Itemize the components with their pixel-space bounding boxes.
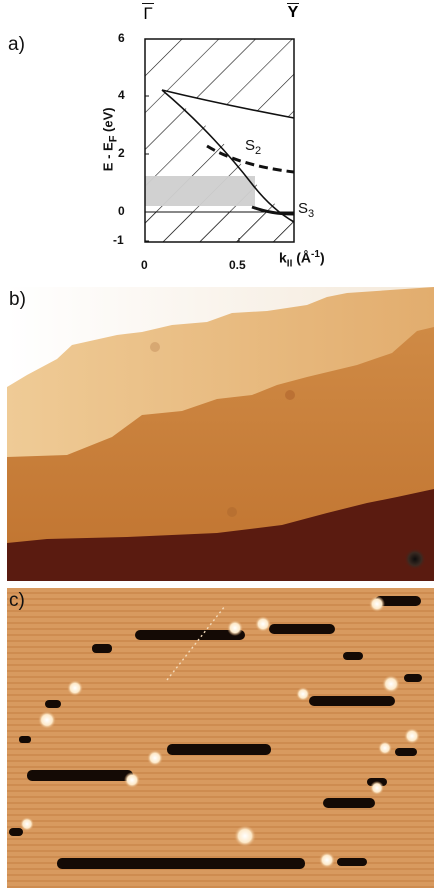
bright-feature: [378, 741, 392, 755]
y-tick-2: 2: [118, 146, 125, 160]
bright-feature: [370, 781, 384, 795]
dark-row: [404, 674, 422, 682]
x-axis-label-unit: (Å: [292, 249, 312, 266]
gray-energy-band: [145, 176, 255, 206]
bright-adatoms: [20, 596, 420, 868]
s3-main: S: [298, 200, 309, 217]
vacancy-rows: [9, 596, 422, 869]
top-right-symmetry-point: Y: [283, 0, 303, 22]
y-axis-label-main: E - E: [100, 142, 116, 172]
panel-c-stm-derivative: c): [7, 588, 434, 888]
dark-row: [395, 748, 417, 756]
y-tick-6: 6: [118, 31, 125, 45]
gamma-label: Γ: [143, 4, 153, 23]
state-label-s3: S3: [298, 200, 314, 220]
y-point-label: Y: [287, 4, 299, 21]
scan-streak: [166, 605, 226, 681]
adsorbate-spot: [285, 390, 295, 400]
panel-a-label: a): [8, 34, 25, 55]
s2-main: S: [245, 137, 256, 154]
surface-state-s2: [206, 144, 295, 174]
bright-feature: [296, 687, 310, 701]
upper-band-edge: [161, 89, 295, 119]
y-tick-4: 4: [118, 88, 125, 102]
x-tick-0-5: 0.5: [229, 258, 246, 272]
surface-defect: [404, 548, 426, 570]
bottom-terrace: [7, 489, 434, 581]
dark-row: [45, 700, 61, 708]
stm-derivative-image: [7, 588, 434, 888]
dark-row: [309, 696, 395, 706]
x-axis-label: kII (Å-1): [279, 249, 325, 269]
x-axis-label-close: ): [319, 249, 325, 266]
x-axis-label-sup: -1: [311, 249, 320, 260]
bright-feature: [227, 620, 243, 636]
dark-row: [135, 630, 245, 640]
y-tick-minus1: -1: [113, 233, 124, 247]
bright-feature: [147, 750, 163, 766]
dark-row: [27, 770, 133, 781]
s2-sub: 2: [255, 145, 262, 157]
y-axis-label: E - EF (eV): [101, 79, 120, 199]
bright-feature: [382, 675, 400, 693]
state-label-s2: S2: [245, 137, 261, 157]
adsorbate-spot: [227, 507, 237, 517]
bright-feature: [20, 817, 34, 831]
dark-row: [167, 744, 271, 755]
dark-row: [9, 828, 23, 836]
panel-c-label: c): [9, 590, 25, 611]
bright-feature: [319, 852, 335, 868]
dark-row: [57, 858, 305, 869]
dark-row: [92, 644, 112, 653]
top-left-symmetry-point: Γ: [138, 0, 158, 24]
dark-row: [343, 652, 363, 660]
lower-band-edge: [161, 89, 295, 223]
bright-feature: [369, 596, 385, 612]
adsorbate-spot: [150, 342, 160, 352]
s3-sub: 3: [308, 208, 315, 220]
stm-topography-image: [7, 287, 434, 581]
x-tick-0: 0: [141, 258, 148, 272]
bright-feature: [255, 616, 271, 632]
panel-b-label: b): [9, 289, 26, 310]
dark-row: [337, 858, 367, 866]
bright-feature: [67, 680, 83, 696]
bright-feature: [38, 711, 56, 729]
x-axis-label-main: k: [279, 249, 287, 266]
bright-feature: [404, 728, 420, 744]
band-structure-diagram: [144, 38, 295, 243]
panel-b-stm-topography: b): [7, 287, 434, 581]
dark-row: [375, 596, 421, 606]
y-axis-label-unit: (eV): [100, 107, 116, 136]
plot-frame: [144, 38, 295, 243]
x-axis-label-sub: II: [286, 258, 293, 270]
dark-row: [269, 624, 335, 634]
bright-feature: [124, 772, 140, 788]
y-tick-0: 0: [118, 204, 125, 218]
bright-feature: [234, 825, 256, 847]
dark-row: [323, 798, 375, 808]
dark-row: [19, 736, 31, 743]
y-axis-label-sub: F: [107, 135, 120, 143]
